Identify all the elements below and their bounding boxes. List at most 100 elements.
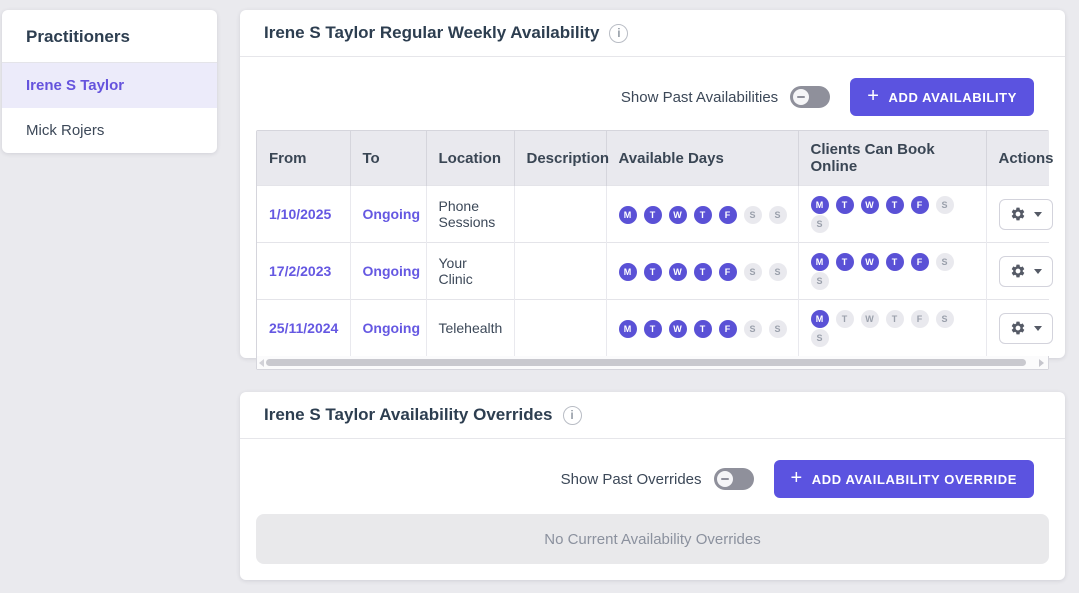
no-overrides-message: No Current Availability Overrides <box>256 514 1049 564</box>
row-actions-button[interactable] <box>998 198 1053 230</box>
book-online-cell: M T W T F SS <box>797 242 986 300</box>
add-availability-button[interactable]: + ADD AVAILABILITY <box>850 78 1034 116</box>
gear-icon <box>1011 207 1024 221</box>
day-badge-4-active: F <box>718 205 737 224</box>
description-cell <box>513 299 606 356</box>
from-date-link[interactable]: 25/11/2024 <box>269 320 339 336</box>
table-row: 17/2/2023 Ongoing Your Clinic M T W T F S S M T W T F S… <box>257 242 1053 300</box>
description-cell <box>513 185 606 243</box>
day-badge-2-active: W <box>860 196 879 214</box>
sidebar-title: Practitioners <box>2 10 217 63</box>
toggle-knob <box>716 471 733 487</box>
day-badge-4-active: F <box>718 319 737 338</box>
table-row: 25/11/2024 Ongoing Telehealth M T W T F S S M T W T F S… <box>257 299 1053 356</box>
chevron-down-icon <box>1033 211 1042 217</box>
book-online-badges: M T W T F SS <box>810 252 961 290</box>
day-badge-3-active: T <box>885 253 904 271</box>
day-badge-0-active: M <box>810 196 829 214</box>
scroll-right-arrow[interactable] <box>1039 359 1044 367</box>
scrollbar-thumb[interactable] <box>266 359 1026 366</box>
show-past-availabilities-toggle[interactable] <box>790 86 831 108</box>
overrides-panel-title: Irene S Taylor Availability Overrides <box>264 405 553 424</box>
to-date-link[interactable]: Ongoing <box>362 320 421 336</box>
description-cell <box>513 242 606 300</box>
practitioners-sidebar: Practitioners Irene S Taylor Mick Rojers <box>2 10 217 153</box>
chevron-down-icon <box>1033 325 1042 331</box>
day-badge-1-inactive: T <box>835 310 854 328</box>
weekly-panel-header: Irene S Taylor Regular Weekly Availabili… <box>240 10 1065 57</box>
day-badge-6-inactive: S <box>768 319 787 338</box>
practitioner-list: Irene S Taylor Mick Rojers <box>2 63 217 153</box>
day-badge-1-active: T <box>643 205 662 224</box>
add-availability-override-button[interactable]: + ADD AVAILABILITY OVERRIDE <box>773 460 1034 498</box>
book-online-badges: M T W T F SS <box>810 195 961 233</box>
day-badge-2-active: W <box>668 319 687 338</box>
day-badge-2-active: W <box>668 205 687 224</box>
gear-icon <box>1011 264 1024 278</box>
day-badge-6-inactive: S <box>768 262 787 281</box>
day-badge-2-inactive: W <box>860 310 879 328</box>
column-header-description: Description <box>513 131 609 186</box>
show-past-overrides-toggle[interactable] <box>713 468 754 490</box>
day-badge-0-active: M <box>618 319 637 338</box>
day-badge-1-active: T <box>643 262 662 281</box>
location-cell: Your Clinic <box>425 242 514 300</box>
sidebar-item-irene-s-taylor[interactable]: Irene S Taylor <box>2 63 217 108</box>
info-icon[interactable]: i <box>609 23 629 43</box>
weekly-availability-panel: Irene S Taylor Regular Weekly Availabili… <box>240 10 1065 370</box>
info-icon[interactable]: i <box>562 405 582 425</box>
day-badge-6-inactive: S <box>810 272 829 290</box>
day-badge-6-inactive: S <box>768 205 787 224</box>
availability-overrides-panel: Irene S Taylor Availability Overrides i … <box>240 392 1065 580</box>
toggle-knob <box>793 89 810 105</box>
gear-icon <box>1011 321 1024 335</box>
day-badge-4-inactive: F <box>910 310 929 328</box>
column-header-actions: Actions <box>985 131 1054 186</box>
from-date-link[interactable]: 17/2/2023 <box>269 263 332 279</box>
availability-table: From To Location Description Available Days C… <box>256 130 1054 370</box>
location-cell: Phone Sessions <box>425 185 514 243</box>
day-badge-0-active: M <box>618 205 637 224</box>
from-date-link[interactable]: 1/10/2025 <box>269 206 332 222</box>
row-actions-button[interactable] <box>998 312 1053 344</box>
add-availability-button-label: ADD AVAILABILITY <box>888 89 1017 105</box>
show-past-availabilities-label: Show Past Availabilities <box>620 88 779 106</box>
book-online-cell: M T W T F SS <box>797 185 986 243</box>
to-date-link[interactable]: Ongoing <box>362 206 421 222</box>
column-header-available-days: Available Days <box>605 131 798 186</box>
add-availability-override-button-label: ADD AVAILABILITY OVERRIDE <box>811 471 1017 487</box>
day-badge-4-active: F <box>910 253 929 271</box>
day-badge-6-inactive: S <box>810 215 829 233</box>
column-header-from: From <box>257 131 350 186</box>
day-badge-5-inactive: S <box>935 253 954 271</box>
actions-cell <box>985 185 1053 243</box>
day-badge-3-active: T <box>693 205 712 224</box>
actions-cell <box>985 299 1053 356</box>
day-badge-1-active: T <box>643 319 662 338</box>
day-badge-3-active: T <box>693 262 712 281</box>
column-header-clients-can-book-online: Clients Can Book Online <box>797 131 986 186</box>
sidebar-item-mick-rojers[interactable]: Mick Rojers <box>26 122 105 139</box>
day-badge-1-active: T <box>835 196 854 214</box>
book-online-badges: M T W T F SS <box>810 309 961 347</box>
location-cell: Telehealth <box>425 299 514 356</box>
day-badge-0-active: M <box>618 262 637 281</box>
day-badge-5-inactive: S <box>743 205 762 224</box>
day-badge-6-inactive: S <box>810 329 829 347</box>
chevron-down-icon <box>1033 268 1042 274</box>
day-badge-2-active: W <box>860 253 879 271</box>
horizontal-scrollbar[interactable] <box>257 356 1048 369</box>
day-badge-4-active: F <box>910 196 929 214</box>
overrides-panel-header: Irene S Taylor Availability Overrides i <box>240 392 1065 439</box>
to-date-link[interactable]: Ongoing <box>362 263 421 279</box>
scroll-left-arrow[interactable] <box>259 359 264 367</box>
table-row: 1/10/2025 Ongoing Phone Sessions M T W T F S S M T W… <box>257 185 1053 243</box>
day-badge-0-active: M <box>810 310 829 328</box>
row-actions-button[interactable] <box>998 255 1053 287</box>
day-badge-0-active: M <box>810 253 829 271</box>
day-badge-4-active: F <box>718 262 737 281</box>
